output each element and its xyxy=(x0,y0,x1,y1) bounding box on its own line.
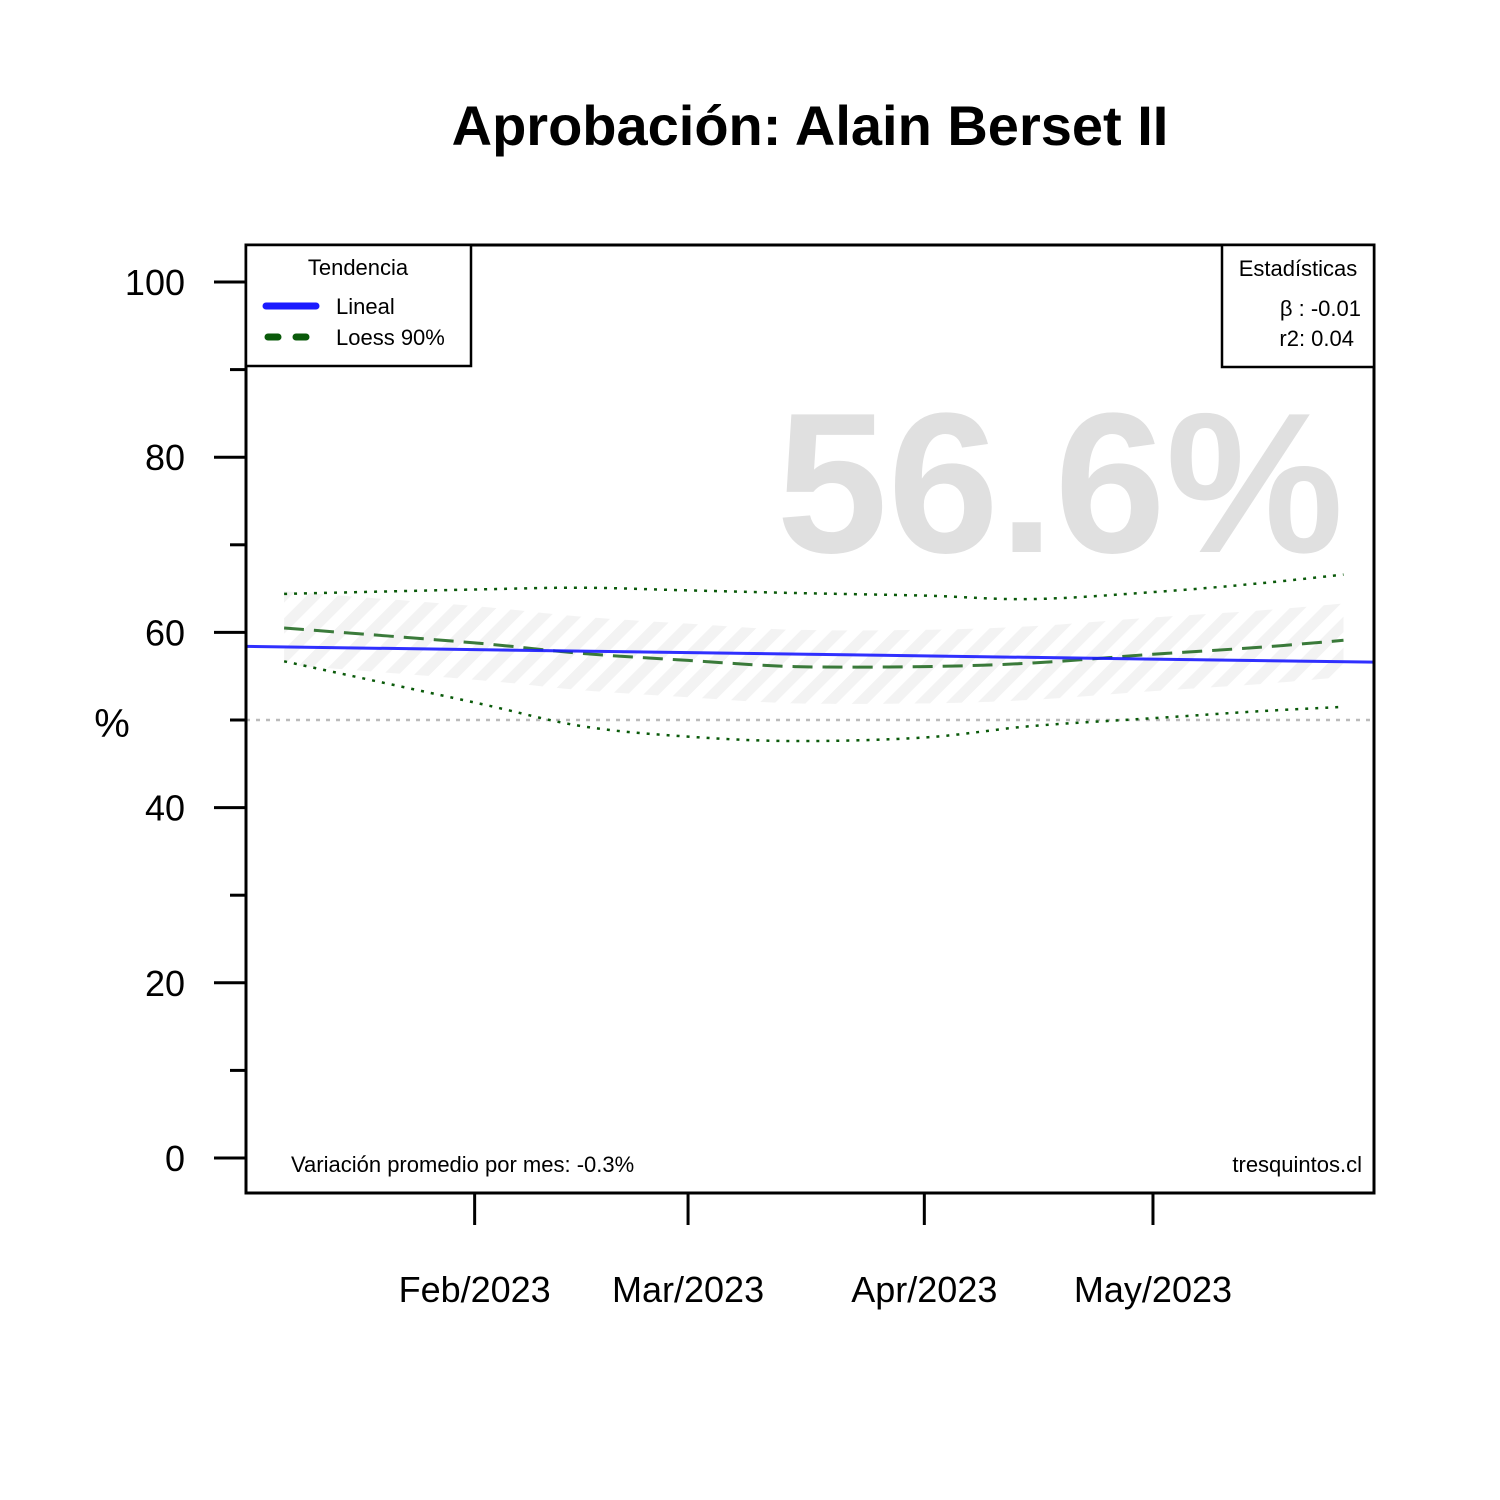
x-tick-label-0: Feb/2023 xyxy=(399,1269,551,1310)
y-tick-label-40: 40 xyxy=(145,788,185,829)
chart-title: Aprobación: Alain Berset II xyxy=(452,94,1169,157)
stats-title: Estadísticas xyxy=(1239,256,1358,281)
footer-source: tresquintos.cl xyxy=(1232,1152,1362,1177)
y-axis: 0 20 40 60 80 100 xyxy=(125,262,248,1179)
stats-box-frame xyxy=(1220,243,1376,369)
x-tick-label-2: Apr/2023 xyxy=(851,1269,997,1310)
stats-r2: r2: 0.04 xyxy=(1279,326,1354,351)
legend-title: Tendencia xyxy=(308,255,409,280)
loess-confidence-band xyxy=(284,591,1344,704)
footer-variation: Variación promedio por mes: -0.3% xyxy=(291,1152,634,1177)
stats-beta: β : -0.01 xyxy=(1280,296,1361,321)
y-tick-label-100: 100 xyxy=(125,262,185,303)
y-tick-label-20: 20 xyxy=(145,963,185,1004)
loess-lower-bound xyxy=(283,660,1344,743)
legend-label-lineal: Lineal xyxy=(336,294,395,319)
stats-box: Estadísticas β : -0.01 r2: 0.04 xyxy=(1220,243,1376,369)
y-tick-label-60: 60 xyxy=(145,612,185,653)
legend-label-loess: Loess 90% xyxy=(336,325,445,350)
highlight-value: 56.6% xyxy=(776,372,1343,595)
loess-line xyxy=(283,626,1344,669)
y-tick-label-0: 0 xyxy=(165,1138,185,1179)
legend: Tendencia Lineal Loess 90% xyxy=(244,243,473,368)
y-axis-label: % xyxy=(94,702,130,746)
x-tick-label-1: Mar/2023 xyxy=(612,1269,764,1310)
plot-area: 56.6% xyxy=(246,372,1374,743)
y-tick-label-80: 80 xyxy=(145,437,185,478)
x-tick-label-3: May/2023 xyxy=(1074,1269,1232,1310)
x-axis: Feb/2023 Mar/2023 Apr/2023 May/2023 xyxy=(399,1193,1232,1310)
lineal-line xyxy=(246,644,1374,664)
